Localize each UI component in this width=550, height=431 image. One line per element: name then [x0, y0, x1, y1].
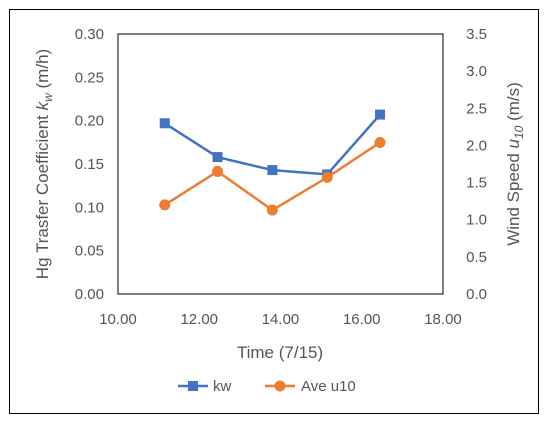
left-y-tick-label: 0.30 [75, 26, 104, 43]
right-y-tick-label: 2.5 [466, 100, 487, 117]
data-point-kw [375, 109, 386, 120]
left-axis-title-prefix: Hg Trasfer Coefficient [33, 110, 52, 279]
data-point-ave-u10 [321, 171, 333, 183]
x-axis: 10.00 12.00 14.00 16.00 18.00 [99, 311, 462, 328]
x-tick-label: 16.00 [343, 311, 381, 328]
right-axis-title-symbol: u [504, 138, 523, 148]
data-point-ave-u10 [212, 165, 224, 177]
x-axis-title: Time (7/15) [237, 343, 323, 362]
data-point-kw [212, 152, 223, 163]
left-y-tick-label: 0.05 [75, 243, 104, 260]
data-point-kw [159, 118, 170, 129]
legend-label-ave-u10: Ave u10 [301, 378, 356, 395]
legend-swatch-kw-marker [188, 381, 198, 391]
x-tick-label: 10.00 [99, 311, 137, 328]
left-y-axis: 0.00 0.05 0.10 0.15 0.20 0.25 0.30 [75, 26, 104, 303]
right-y-tick-label: 3.0 [466, 63, 487, 80]
left-y-tick-label: 0.20 [75, 113, 104, 130]
legend-item-kw: kw [178, 378, 232, 395]
left-axis-title-suffix: (m/h) [33, 49, 52, 93]
right-y-tick-label: 2.0 [466, 137, 487, 154]
x-tick-label: 18.00 [424, 311, 462, 328]
data-point-ave-u10 [374, 136, 386, 148]
x-tick-label: 12.00 [180, 311, 218, 328]
right-y-tick-label: 1.5 [466, 175, 487, 192]
series-layer [159, 109, 386, 216]
left-y-tick-label: 0.15 [75, 156, 104, 173]
data-point-kw [267, 165, 278, 176]
right-axis-title-subscript: 10 [512, 125, 526, 139]
right-axis-title: Wind Speed u10 (m/s) [504, 82, 526, 246]
data-point-ave-u10 [159, 199, 171, 211]
plot-area [117, 33, 444, 295]
x-tick-label: 14.00 [262, 311, 300, 328]
legend-item-ave-u10: Ave u10 [265, 378, 356, 395]
legend: kw Ave u10 [178, 378, 356, 395]
left-axis-title: Hg Trasfer Coefficient kw (m/h) [33, 49, 55, 279]
right-y-tick-label: 0.5 [466, 249, 487, 266]
legend-label-kw: kw [213, 378, 232, 395]
right-y-axis: 0.0 0.5 1.0 1.5 2.0 2.5 3.0 3.5 [466, 26, 487, 303]
data-point-ave-u10 [266, 204, 278, 216]
right-y-tick-label: 0.0 [466, 286, 487, 303]
right-y-tick-label: 3.5 [466, 26, 487, 43]
left-axis-title-symbol: k [33, 100, 52, 110]
left-axis-title-subscript: w [41, 92, 55, 102]
legend-swatch-u10-marker [274, 380, 286, 392]
right-axis-title-prefix: Wind Speed [504, 148, 523, 245]
left-y-tick-label: 0.10 [75, 199, 104, 216]
left-y-tick-label: 0.00 [75, 286, 104, 303]
left-y-tick-label: 0.25 [75, 69, 104, 86]
right-axis-title-suffix: (m/s) [504, 82, 523, 125]
right-y-tick-label: 1.0 [466, 212, 487, 229]
